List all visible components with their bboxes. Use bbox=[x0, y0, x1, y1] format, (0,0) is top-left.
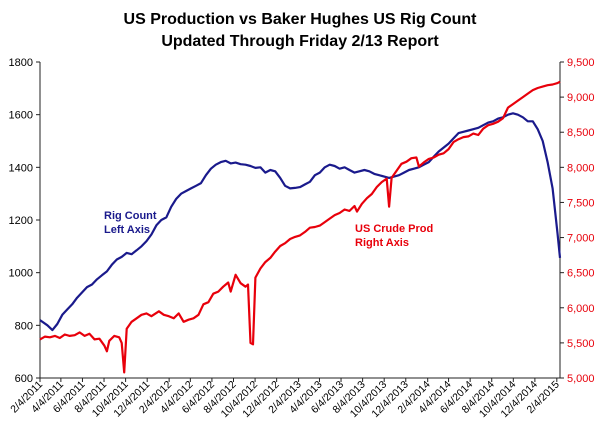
crude-prod-annotation: US Crude Prod Right Axis bbox=[355, 223, 433, 249]
crude-prod-line bbox=[39, 80, 561, 374]
right-tick-label: 7,500 bbox=[567, 197, 595, 209]
left-tick-label: 1600 bbox=[9, 110, 33, 122]
x-axis: 2/4/20114/4/20116/4/20118/4/201110/4/201… bbox=[8, 378, 562, 420]
prod-annotation-line-2: Right Axis bbox=[355, 237, 409, 249]
right-tick-label: 8,000 bbox=[567, 162, 595, 174]
right-tick-label: 5,500 bbox=[567, 338, 595, 350]
left-tick-label: 1200 bbox=[9, 215, 33, 227]
series-layer bbox=[39, 80, 562, 374]
left-tick-label: 1000 bbox=[9, 268, 33, 280]
right-axis: 5,000 5,500 6,000 6,500 7,000 7,500 8,000 8,500… bbox=[560, 57, 595, 385]
left-tick-label: 1400 bbox=[9, 162, 33, 174]
right-tick-label: 6,000 bbox=[567, 303, 595, 315]
chart-subtitle: Updated Through Friday 2/13 Report bbox=[161, 33, 439, 50]
rig-count-line bbox=[39, 112, 562, 332]
right-tick-label: 8,500 bbox=[567, 127, 595, 139]
right-tick-label: 9,000 bbox=[567, 92, 595, 104]
prod-annotation-line-1: US Crude Prod bbox=[355, 223, 433, 235]
right-tick-label: 7,000 bbox=[567, 233, 595, 245]
left-tick-label: 1800 bbox=[9, 57, 33, 69]
right-tick-label: 5,000 bbox=[567, 373, 595, 385]
left-axis: 600 800 1000 1200 1400 1600 1800 bbox=[9, 57, 40, 385]
chart-title: US Production vs Baker Hughes US Rig Cou… bbox=[124, 11, 478, 28]
rig-count-annotation: Rig Count Left Axis bbox=[104, 210, 157, 236]
rig-annotation-line-2: Left Axis bbox=[104, 224, 150, 236]
left-tick-label: 600 bbox=[15, 373, 33, 385]
rig-annotation-line-1: Rig Count bbox=[104, 210, 157, 222]
left-tick-label: 800 bbox=[15, 320, 33, 332]
right-tick-label: 9,500 bbox=[567, 57, 595, 69]
right-tick-label: 6,500 bbox=[567, 268, 595, 280]
